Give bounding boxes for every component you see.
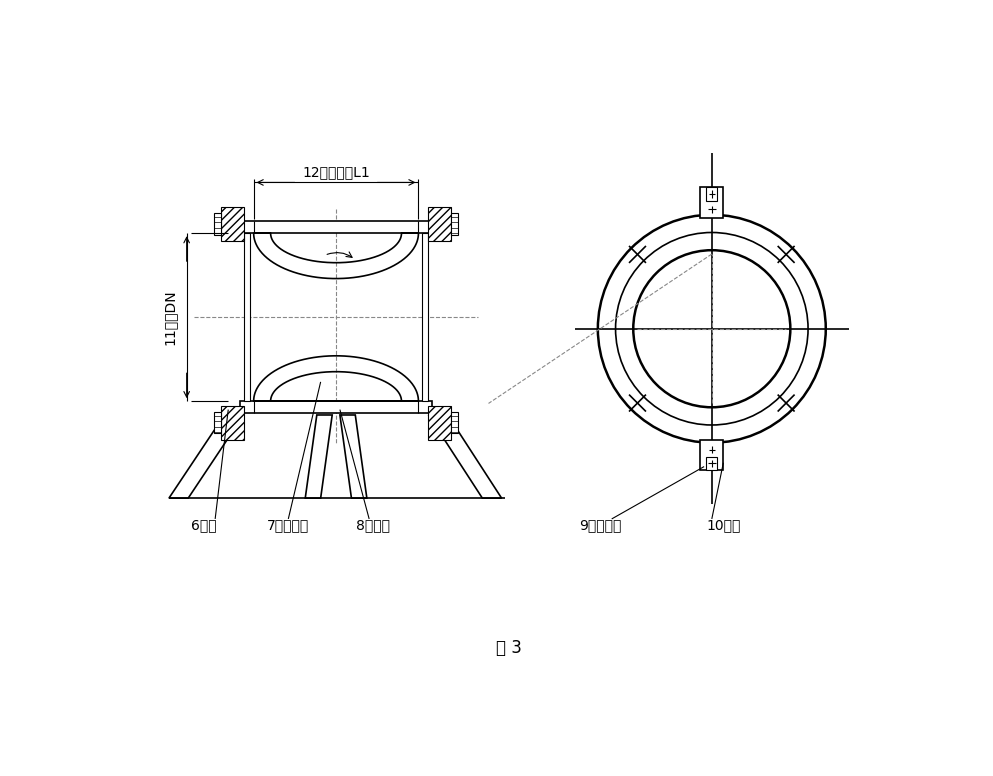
Bar bbox=[239, 221, 432, 234]
Circle shape bbox=[634, 250, 790, 407]
Bar bbox=[428, 207, 451, 241]
Text: 10角锂: 10角锂 bbox=[706, 518, 741, 532]
Bar bbox=[239, 401, 432, 414]
Bar bbox=[214, 412, 221, 434]
Bar bbox=[451, 213, 458, 235]
Polygon shape bbox=[305, 415, 333, 498]
Polygon shape bbox=[340, 415, 366, 498]
Text: 图 3: 图 3 bbox=[496, 639, 521, 657]
Polygon shape bbox=[169, 415, 243, 498]
Bar bbox=[243, 234, 250, 401]
Text: 7橡胶球体: 7橡胶球体 bbox=[267, 518, 310, 532]
Bar bbox=[422, 234, 428, 401]
Bar bbox=[451, 412, 458, 434]
Bar bbox=[428, 406, 451, 440]
Bar bbox=[706, 456, 717, 470]
Bar bbox=[706, 187, 717, 201]
Circle shape bbox=[616, 233, 808, 425]
Text: 6拉杆: 6拉杆 bbox=[191, 518, 216, 532]
Text: 9固定螺栓: 9固定螺栓 bbox=[579, 518, 622, 532]
Text: 11管径DN: 11管径DN bbox=[163, 289, 177, 345]
Bar bbox=[700, 440, 723, 470]
Bar bbox=[700, 187, 723, 218]
Bar bbox=[221, 207, 244, 241]
Circle shape bbox=[598, 215, 826, 442]
Text: 8法兰盘: 8法兰盘 bbox=[356, 518, 390, 532]
Polygon shape bbox=[428, 415, 501, 498]
Bar bbox=[214, 213, 221, 235]
Text: 12法兰间距L1: 12法兰间距L1 bbox=[302, 165, 370, 179]
Bar bbox=[221, 406, 244, 440]
